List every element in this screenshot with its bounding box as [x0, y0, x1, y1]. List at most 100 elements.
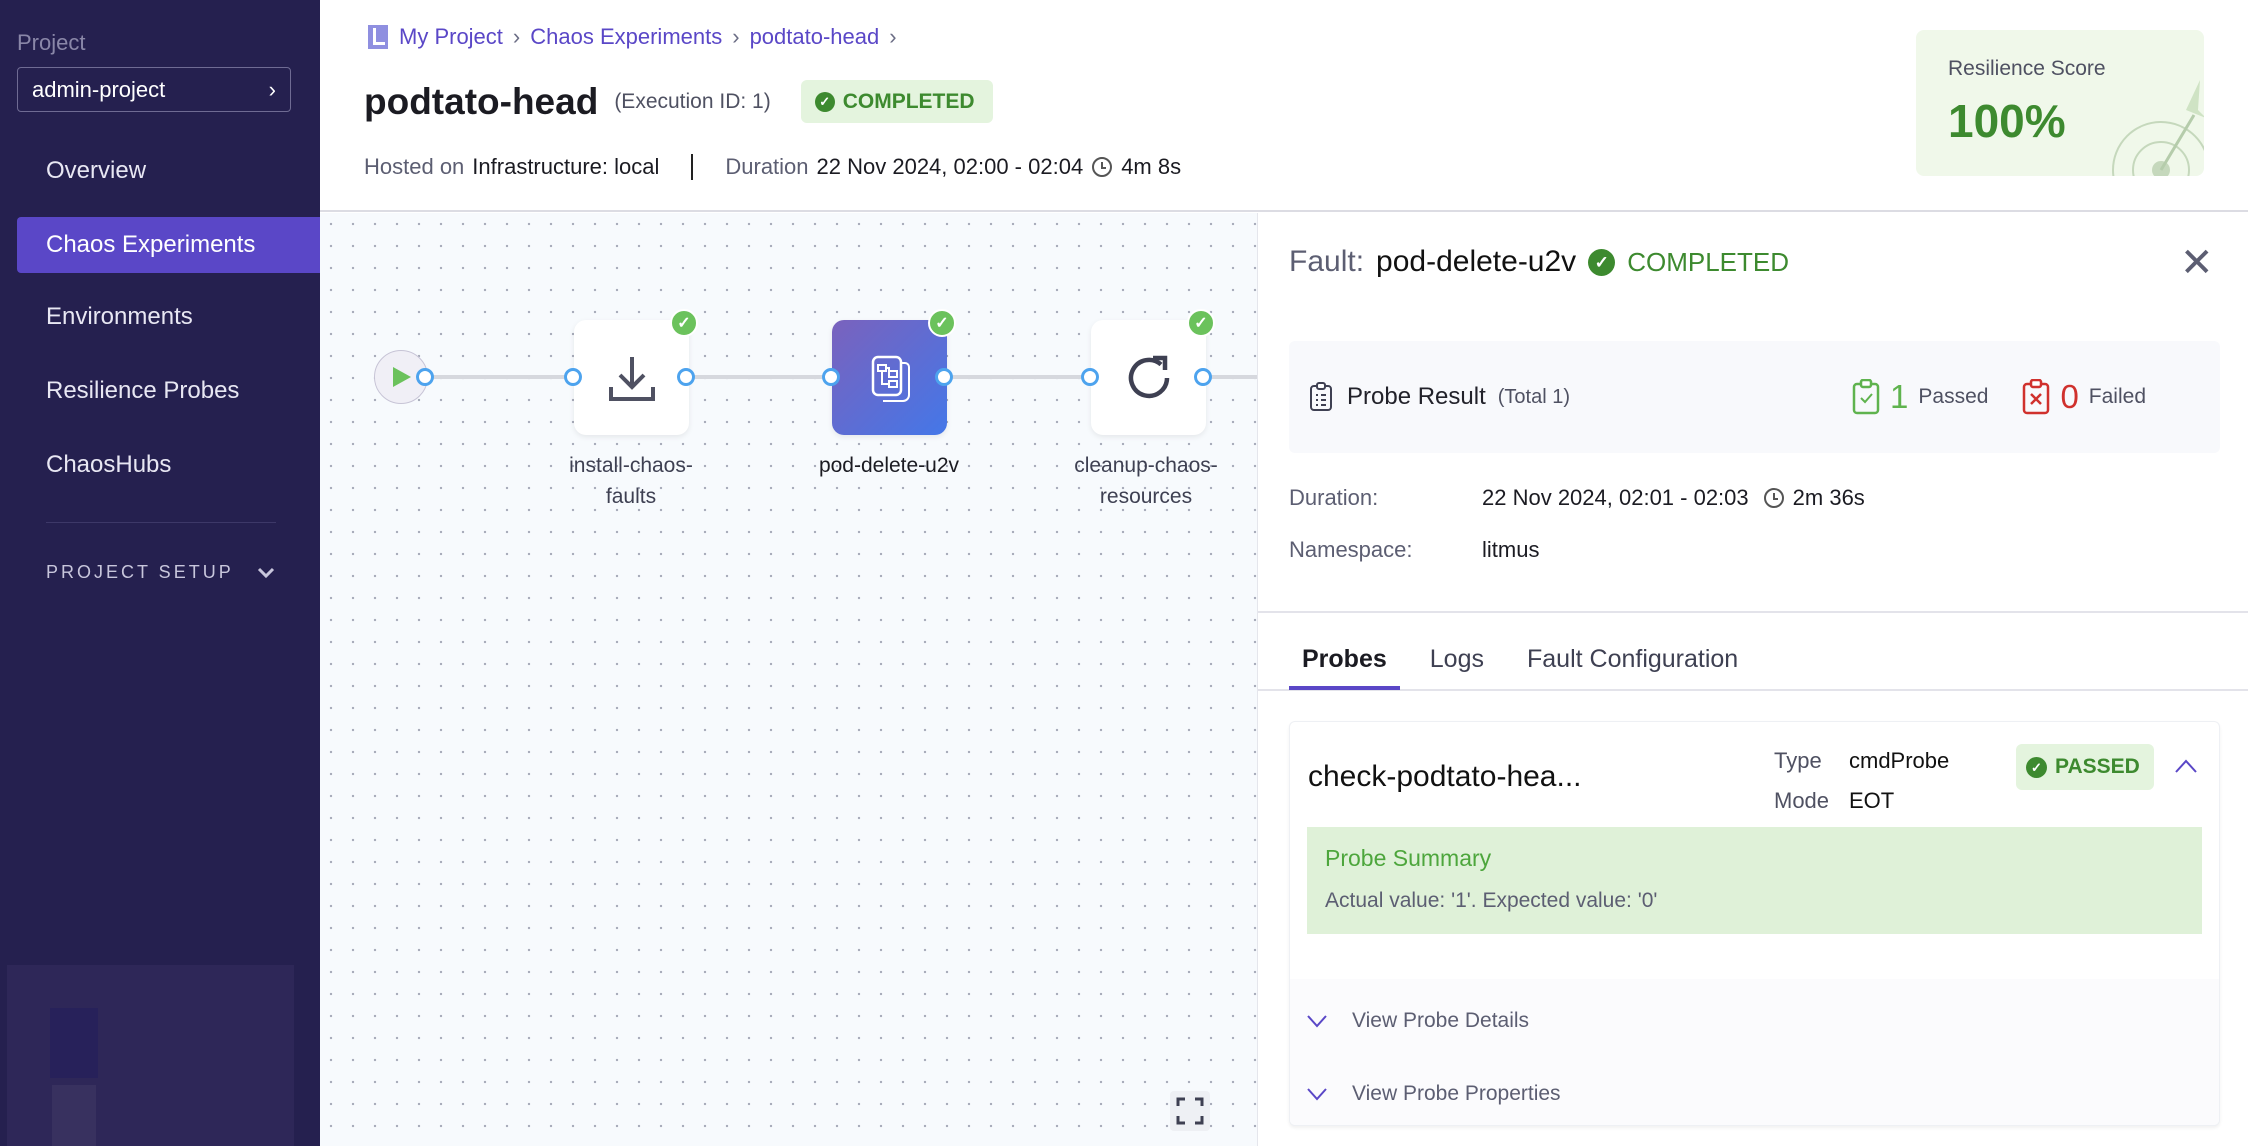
check-circle-icon: ✓: [1187, 309, 1215, 337]
probe-mode: Mode EOT: [1774, 788, 1895, 813]
expand-icon: [1176, 1097, 1204, 1125]
divider: [1258, 611, 2248, 613]
port: [935, 368, 953, 386]
tab-logs[interactable]: Logs: [1429, 645, 1484, 673]
resilience-score-value: 100%: [1948, 95, 2066, 147]
clock-icon: [1092, 157, 1113, 177]
view-probe-details[interactable]: View Probe Details: [1306, 1009, 1529, 1033]
status-text: COMPLETED: [842, 89, 975, 113]
node-pod-delete-u2v[interactable]: [832, 320, 947, 435]
fault-name: pod-delete-u2v: [1376, 245, 1577, 278]
check-circle-icon: ✓: [928, 309, 956, 337]
sidebar-item-chaoshubs[interactable]: ChaosHubs: [46, 451, 172, 478]
probe-result-summary: Probe Result (Total 1) 1 Passed 0 Failed: [1289, 341, 2220, 453]
page-header: My Project › Chaos Experiments › podtato-h…: [320, 0, 2248, 212]
passed-label: Passed: [1918, 385, 1989, 408]
duration-row: Duration: 22 Nov 2024, 02:01 - 02:03 2m …: [1289, 485, 2189, 511]
failed-count: 0: [2060, 378, 2079, 415]
probe-summary: Probe Summary Actual value: '1'. Expecte…: [1307, 827, 2202, 934]
node-cleanup-chaos-resources[interactable]: [1091, 320, 1206, 435]
fault-title: Fault: pod-delete-u2v ✓ COMPLETED: [1289, 245, 1789, 279]
clipboard-check-icon: [1852, 379, 1880, 415]
sidebar-divider: [46, 522, 276, 523]
project-setup-toggle[interactable]: PROJECT SETUP: [46, 562, 276, 583]
port: [564, 368, 582, 386]
hosted-label: Hosted on: [364, 154, 465, 179]
chevron-up-icon[interactable]: [2174, 758, 2198, 774]
chaos-fault-icon: [871, 355, 910, 402]
clock-icon: [1763, 488, 1784, 508]
resilience-score-card: Resilience Score 100%: [1916, 30, 2204, 176]
breadcrumb-chaos-experiments[interactable]: Chaos Experiments: [530, 24, 723, 49]
probe-result-label: Probe Result: [1347, 383, 1486, 410]
port: [1194, 368, 1212, 386]
failed-label: Failed: [2088, 385, 2146, 408]
tab-probes[interactable]: Probes: [1289, 633, 1400, 690]
sidebar-item-environments[interactable]: Environments: [46, 303, 193, 330]
breadcrumb-my-project[interactable]: My Project: [399, 24, 503, 49]
refresh-icon: [1128, 355, 1169, 398]
title-row: podtato-head (Execution ID: 1) ✓ COMPLET…: [364, 80, 993, 123]
probe-status: PASSED: [2055, 755, 2140, 778]
fault-details-panel: Fault: pod-delete-u2v ✓ COMPLETED ✕ Prob…: [1257, 213, 2248, 1146]
check-circle-icon: ✓: [814, 91, 835, 112]
node-label: cleanup-chaos-resources: [1074, 454, 1218, 508]
node-install-chaos-faults[interactable]: [574, 320, 689, 435]
sidebar-item-overview[interactable]: Overview: [46, 157, 147, 184]
sidebar: Project admin-project › Overview Chaos E…: [0, 0, 320, 1146]
download-icon: [608, 356, 655, 401]
probe-links: View Probe Details View Probe Properties: [1290, 979, 2219, 1125]
chevron-right-icon: ›: [268, 76, 276, 102]
hosted-value: Infrastructure: local: [472, 154, 660, 179]
resilience-score-label: Resilience Score: [1948, 57, 2106, 80]
project-setup-label: PROJECT SETUP: [46, 562, 234, 582]
probe-type: Type cmdProbe: [1774, 748, 1950, 773]
play-icon: [393, 367, 411, 387]
probe-card: check-podtato-hea... Type cmdProbe Mode EO…: [1289, 721, 2220, 1126]
probe-name: check-podtato-hea...: [1308, 760, 1582, 793]
duration-elapsed: 4m 8s: [1121, 154, 1182, 179]
duration-elapsed: 2m 36s: [1792, 485, 1865, 510]
probe-summary-title: Probe Summary: [1325, 845, 1492, 871]
sidebar-item-resilience-probes[interactable]: Resilience Probes: [46, 377, 240, 404]
target-icon: [2112, 80, 2204, 176]
breadcrumb: My Project › Chaos Experiments › podtato-h…: [367, 24, 897, 50]
port: [416, 368, 434, 386]
page-title: podtato-head: [364, 80, 599, 122]
clipboard-icon: [1310, 382, 1332, 411]
node-label: install-chaos-faults: [569, 454, 693, 508]
chevron-down-icon: [1307, 1088, 1327, 1101]
execution-id: (Execution ID: 1): [614, 89, 771, 113]
probe-total: (Total 1): [1497, 385, 1570, 408]
separator: [691, 154, 694, 180]
probe-summary-text: Actual value: '1'. Expected value: '0': [1325, 889, 1658, 912]
view-probe-properties[interactable]: View Probe Properties: [1306, 1082, 1561, 1106]
sidebar-item-chaos-experiments[interactable]: Chaos Experiments: [17, 217, 320, 273]
project-selector[interactable]: admin-project ›: [17, 67, 291, 112]
duration-label: Duration: [725, 154, 809, 179]
check-circle-icon: ✓: [2026, 756, 2047, 778]
namespace-value: litmus: [1482, 537, 1540, 562]
duration-label: Duration:: [1289, 485, 1379, 510]
fault-status: COMPLETED: [1627, 246, 1789, 277]
status-badge: ✓ COMPLETED: [800, 80, 993, 123]
project-icon: [368, 25, 388, 49]
breadcrumb-podtato-head[interactable]: podtato-head: [749, 24, 880, 49]
tabs: Probes Logs Fault Configuration: [1289, 633, 1768, 690]
project-value: admin-project: [32, 76, 166, 102]
fullscreen-button[interactable]: [1170, 1091, 1210, 1131]
close-icon[interactable]: ✕: [2180, 241, 2214, 285]
chevron-down-icon: [257, 567, 275, 578]
duration-value: 22 Nov 2024, 02:00 - 02:04: [816, 154, 1084, 179]
clipboard-x-icon: [2023, 379, 2050, 415]
tabs-border: [1258, 689, 2248, 691]
port: [1081, 368, 1099, 386]
node-label: pod-delete-u2v: [818, 454, 960, 477]
port: [677, 368, 695, 386]
namespace-label: Namespace:: [1289, 537, 1413, 562]
namespace-row: Namespace: litmus: [1289, 537, 2189, 563]
tab-fault-configuration[interactable]: Fault Configuration: [1526, 645, 1739, 673]
check-circle-icon: ✓: [670, 309, 698, 337]
fault-label: Fault:: [1289, 245, 1365, 278]
passed-count: 1: [1890, 378, 1909, 415]
